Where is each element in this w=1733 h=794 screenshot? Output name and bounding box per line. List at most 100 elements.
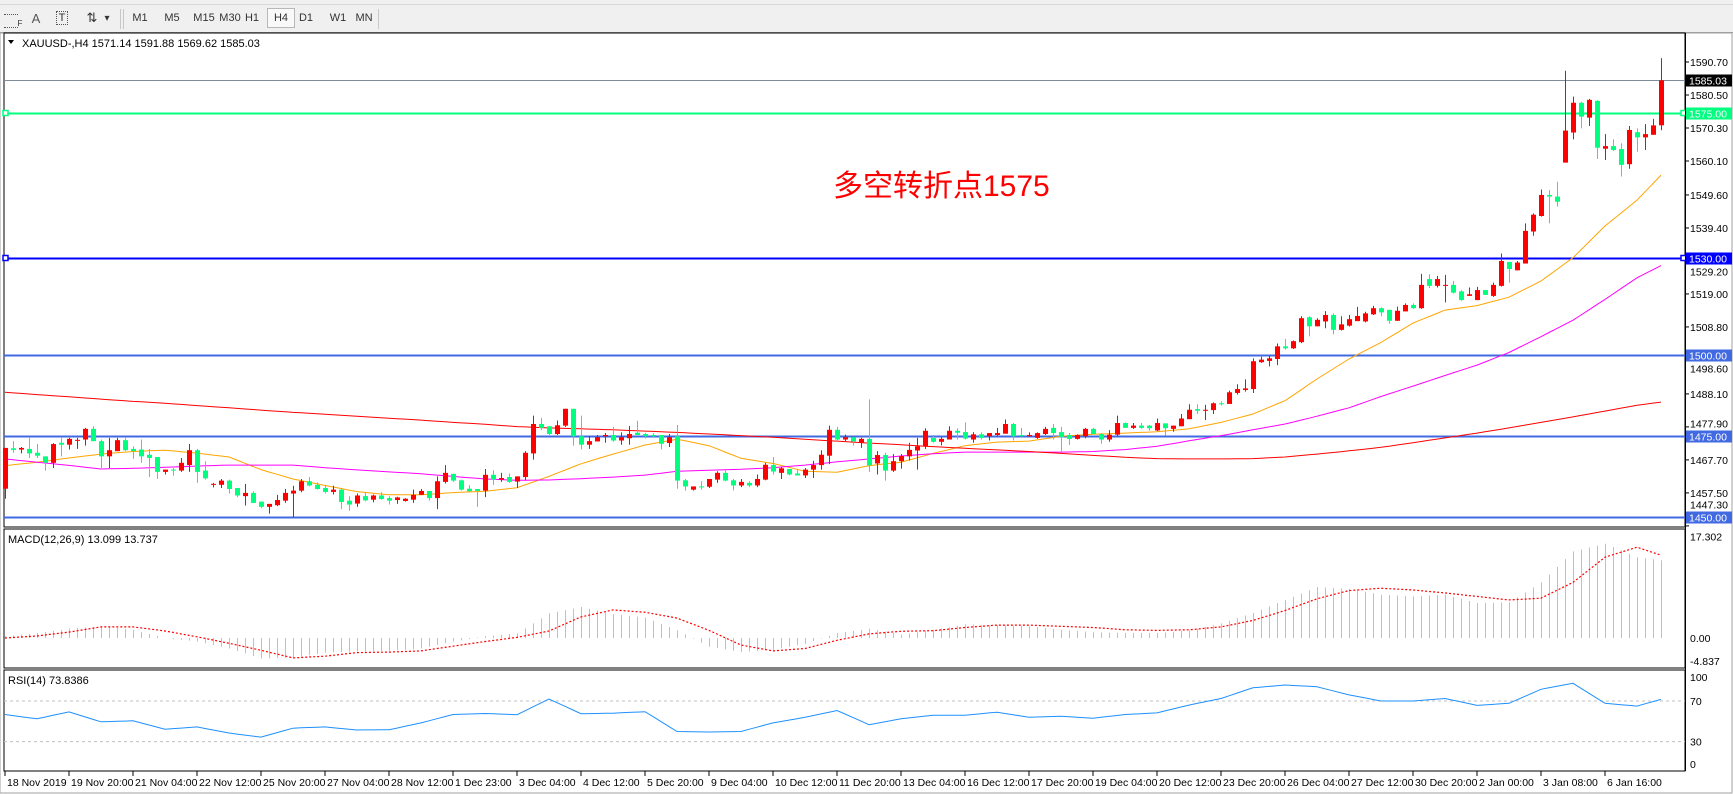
candle-bullish[interactable] bbox=[3, 447, 8, 489]
candle-bullish[interactable] bbox=[1347, 319, 1352, 326]
candle-bearish[interactable] bbox=[659, 434, 664, 444]
candle-bearish[interactable] bbox=[1307, 317, 1312, 327]
candle-bearish[interactable] bbox=[123, 440, 128, 451]
candle-bearish[interactable] bbox=[1619, 149, 1624, 165]
candle-bullish[interactable] bbox=[1227, 392, 1232, 404]
candle-bullish[interactable] bbox=[1267, 358, 1272, 361]
candle-bullish[interactable] bbox=[907, 449, 912, 457]
candle-bearish[interactable] bbox=[963, 432, 968, 439]
candle-bearish[interactable] bbox=[1163, 423, 1168, 429]
candle-bearish[interactable] bbox=[1579, 102, 1584, 117]
candle-bearish[interactable] bbox=[1051, 427, 1056, 434]
candle-bullish[interactable] bbox=[291, 490, 296, 494]
candle-bearish[interactable] bbox=[259, 501, 264, 507]
candle-bullish[interactable] bbox=[443, 472, 448, 482]
candle-bullish[interactable] bbox=[411, 494, 416, 500]
candle-bullish[interactable] bbox=[1027, 434, 1032, 437]
candle-bearish[interactable] bbox=[379, 495, 384, 500]
candle-bearish[interactable] bbox=[635, 432, 640, 435]
candle-bullish[interactable] bbox=[1419, 284, 1424, 309]
candle-bullish[interactable] bbox=[51, 444, 56, 463]
candle-bearish[interactable] bbox=[1427, 279, 1432, 286]
candle-bullish[interactable] bbox=[1187, 409, 1192, 420]
candle-bullish[interactable] bbox=[219, 480, 224, 485]
candle-bearish[interactable] bbox=[427, 490, 432, 499]
candle-bearish[interactable] bbox=[11, 448, 16, 450]
candle-bullish[interactable] bbox=[523, 452, 528, 478]
timeframe-m1-button[interactable]: M1 bbox=[132, 12, 148, 24]
candle-bullish[interactable] bbox=[827, 429, 832, 456]
candle-bearish[interactable] bbox=[451, 473, 456, 481]
candle-bullish[interactable] bbox=[267, 503, 272, 507]
candle-bearish[interactable] bbox=[1147, 425, 1152, 429]
candle-bullish[interactable] bbox=[1355, 315, 1360, 322]
text-tool-icon[interactable]: A bbox=[31, 10, 41, 26]
candle-bearish[interactable] bbox=[339, 489, 344, 502]
candle-bullish[interactable] bbox=[1603, 146, 1608, 149]
candle-bearish[interactable] bbox=[99, 441, 104, 457]
candle-bullish[interactable] bbox=[891, 461, 896, 471]
candle-bullish[interactable] bbox=[179, 462, 184, 471]
candle-bullish[interactable] bbox=[211, 483, 216, 485]
candle-bearish[interactable] bbox=[459, 480, 464, 490]
candle-bullish[interactable] bbox=[243, 492, 248, 497]
candle-bearish[interactable] bbox=[699, 486, 704, 488]
candle-bearish[interactable] bbox=[651, 434, 656, 437]
candle-bearish[interactable] bbox=[467, 488, 472, 492]
candle-bearish[interactable] bbox=[1595, 100, 1600, 148]
candle-bullish[interactable] bbox=[1035, 433, 1040, 438]
candle-bearish[interactable] bbox=[747, 482, 752, 486]
candle-bullish[interactable] bbox=[995, 433, 1000, 435]
candle-bullish[interactable] bbox=[435, 481, 440, 499]
candle-bullish[interactable] bbox=[187, 450, 192, 466]
candle-bullish[interactable] bbox=[331, 489, 336, 492]
candle-bearish[interactable] bbox=[771, 465, 776, 472]
candle-bullish[interactable] bbox=[1651, 125, 1656, 135]
candle-bullish[interactable] bbox=[1395, 310, 1400, 321]
candle-bearish[interactable] bbox=[491, 474, 496, 480]
candle-bearish[interactable] bbox=[1195, 409, 1200, 411]
candle-bullish[interactable] bbox=[1299, 318, 1304, 343]
candle-bearish[interactable] bbox=[203, 470, 208, 479]
candle-bearish[interactable] bbox=[507, 477, 512, 482]
candle-bullish[interactable] bbox=[1435, 279, 1440, 286]
candle-bullish[interactable] bbox=[283, 492, 288, 501]
candle-bullish[interactable] bbox=[515, 476, 520, 482]
candle-bullish[interactable] bbox=[915, 446, 920, 451]
candle-bullish[interactable] bbox=[1539, 194, 1544, 216]
candle-bearish[interactable] bbox=[1547, 194, 1552, 197]
candle-bullish[interactable] bbox=[1531, 214, 1536, 232]
candle-bullish[interactable] bbox=[1243, 388, 1248, 391]
candle-bullish[interactable] bbox=[603, 434, 608, 437]
candle-bullish[interactable] bbox=[163, 469, 168, 472]
candle-bearish[interactable] bbox=[35, 452, 40, 456]
candle-bullish[interactable] bbox=[715, 472, 720, 480]
candle-bullish[interactable] bbox=[763, 464, 768, 480]
timeframe-d1-button[interactable]: D1 bbox=[298, 12, 314, 24]
candle-bearish[interactable] bbox=[155, 456, 160, 472]
candle-bearish[interactable] bbox=[363, 496, 368, 501]
candle-bullish[interactable] bbox=[67, 438, 72, 445]
candle-bullish[interactable] bbox=[707, 478, 712, 487]
candle-bearish[interactable] bbox=[931, 437, 936, 442]
candle-bearish[interactable] bbox=[1283, 346, 1288, 349]
candle-bearish[interactable] bbox=[91, 428, 96, 442]
candle-bullish[interactable] bbox=[1643, 134, 1648, 138]
candle-bearish[interactable] bbox=[611, 434, 616, 441]
candle-bullish[interactable] bbox=[19, 447, 24, 450]
candle-bearish[interactable] bbox=[347, 500, 352, 505]
candle-bearish[interactable] bbox=[539, 423, 544, 428]
candle-bearish[interactable] bbox=[251, 492, 256, 503]
candle-bullish[interactable] bbox=[1475, 290, 1480, 301]
candle-bullish[interactable] bbox=[859, 438, 864, 443]
timeframe-m15-button[interactable]: M15 bbox=[193, 12, 215, 24]
candle-bullish[interactable] bbox=[939, 438, 944, 442]
timeframe-m5-button[interactable]: M5 bbox=[164, 12, 180, 24]
candle-bearish[interactable] bbox=[1219, 403, 1224, 405]
timeframe-w1-button[interactable]: W1 bbox=[329, 12, 347, 24]
arrows-tool-icon[interactable]: ⇅ bbox=[86, 10, 98, 25]
candle-bullish[interactable] bbox=[755, 478, 760, 486]
timeframe-h4-button[interactable]: H4 bbox=[267, 8, 295, 28]
candle-bearish[interactable] bbox=[787, 468, 792, 475]
